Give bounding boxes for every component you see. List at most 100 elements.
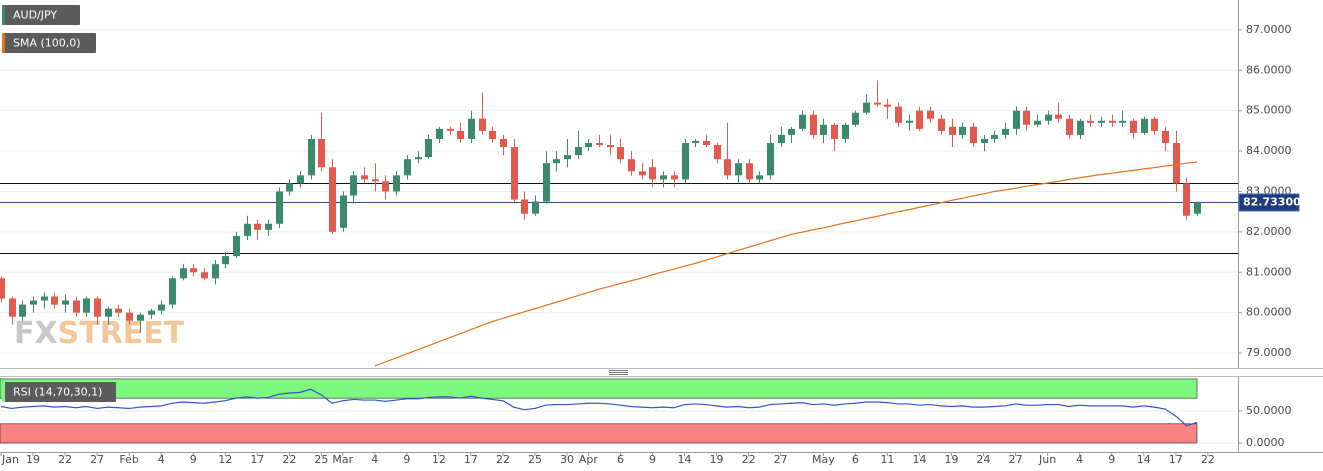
candle-body <box>1173 142 1180 184</box>
candle-body <box>447 128 454 131</box>
candle-body <box>874 102 881 105</box>
x-tick-label: May <box>812 453 835 466</box>
candle-body <box>436 128 443 139</box>
x-tick-label: 30 <box>560 453 574 466</box>
candle-body <box>703 140 710 146</box>
candle-body <box>543 163 550 202</box>
candle-body <box>1087 120 1094 123</box>
candle-body <box>820 124 827 135</box>
candle-body <box>810 114 817 135</box>
line-series <box>0 388 1198 427</box>
candle-body <box>0 278 5 299</box>
legend-label: SMA (100,0) <box>13 37 81 50</box>
x-tick-label: 17 <box>464 453 478 466</box>
candle-body <box>244 223 251 236</box>
x-tick-label: 25 <box>528 453 542 466</box>
x-tick-label: 24 <box>977 453 991 466</box>
candle-body <box>329 167 336 232</box>
x-tick-label: Mar <box>332 453 353 466</box>
candle-body <box>521 199 528 214</box>
candle-body <box>564 155 571 160</box>
candle-body <box>393 175 400 192</box>
candle-body <box>180 268 187 279</box>
y-tick-label: 85.0000 <box>1246 104 1292 117</box>
candle-body <box>19 304 26 317</box>
x-tick-label: 22 <box>496 453 510 466</box>
candle-body <box>94 298 101 317</box>
x-tick-label: 9 <box>190 453 197 466</box>
candle-body <box>41 296 48 301</box>
candle-body <box>831 124 838 139</box>
candle-body <box>863 102 870 113</box>
candle-body <box>286 183 293 192</box>
candle-body <box>778 134 785 143</box>
candle-body <box>190 268 197 273</box>
splitter-handle[interactable] <box>609 370 628 375</box>
x-tick-label: 25 <box>314 453 328 466</box>
candle-body <box>788 128 795 135</box>
legend-swatch <box>2 5 5 25</box>
candle-body <box>1119 120 1126 123</box>
candle-body <box>169 278 176 305</box>
candle-body <box>735 163 742 176</box>
candle-body <box>970 126 977 143</box>
candle-body <box>1023 110 1030 125</box>
legend-swatch <box>2 33 5 53</box>
candle-body <box>9 298 16 317</box>
x-tick-label: 19 <box>710 453 724 466</box>
candle-body <box>361 175 368 180</box>
watermark-part: FX <box>14 316 58 351</box>
candle-body <box>340 195 347 228</box>
legend-swatch <box>2 382 5 402</box>
watermark-part: STREET <box>58 316 185 351</box>
candle-body <box>372 179 379 182</box>
candle-body <box>1141 118 1148 133</box>
candle-body <box>949 126 956 135</box>
legend-box <box>2 33 96 53</box>
candle-body <box>1151 118 1158 131</box>
x-tick-label: Jun <box>1038 453 1056 466</box>
candle-body <box>1055 114 1062 119</box>
last-price-box <box>1238 193 1300 212</box>
candle-body <box>1077 120 1084 135</box>
candle-body <box>799 114 806 129</box>
candle-body <box>1045 114 1052 121</box>
x-tick-label: 12 <box>432 453 446 466</box>
y-tick-label: 87.0000 <box>1246 23 1292 36</box>
candle-body <box>468 118 475 139</box>
candle-body <box>617 147 624 160</box>
x-tick-label: 17 <box>1169 453 1183 466</box>
candle-body <box>1194 202 1201 214</box>
candle-body <box>148 310 155 315</box>
y-tick-label: 84.0000 <box>1246 144 1292 157</box>
candle-body <box>842 124 849 139</box>
candle-body <box>233 235 240 257</box>
candle-body <box>1013 110 1020 129</box>
candle-body <box>51 296 58 305</box>
candle-body <box>671 175 678 180</box>
candle-body <box>895 106 902 123</box>
candle-body <box>575 147 582 156</box>
candle-body <box>724 159 731 176</box>
candle-body <box>767 142 774 176</box>
candle-body <box>746 163 753 180</box>
candle-body <box>62 300 69 305</box>
x-tick-label: 22 <box>282 453 296 466</box>
grid-layer: FXSTREET <box>0 29 1238 444</box>
legend-box <box>2 5 80 25</box>
candle-body <box>115 308 122 313</box>
candle-body <box>1109 120 1116 123</box>
candle-body <box>479 118 486 131</box>
candle-body <box>212 264 219 279</box>
candle-body <box>1183 183 1190 216</box>
data-layer <box>0 80 1201 427</box>
y-tick-label: 80.0000 <box>1246 306 1292 319</box>
candle-body <box>532 201 539 214</box>
x-tick-label: 14 <box>678 453 692 466</box>
candle-body <box>991 134 998 139</box>
legend-label: AUD/JPY <box>13 9 57 22</box>
candle-body <box>511 147 518 200</box>
x-tick-label: 27 <box>774 453 788 466</box>
candle-body <box>852 112 859 125</box>
